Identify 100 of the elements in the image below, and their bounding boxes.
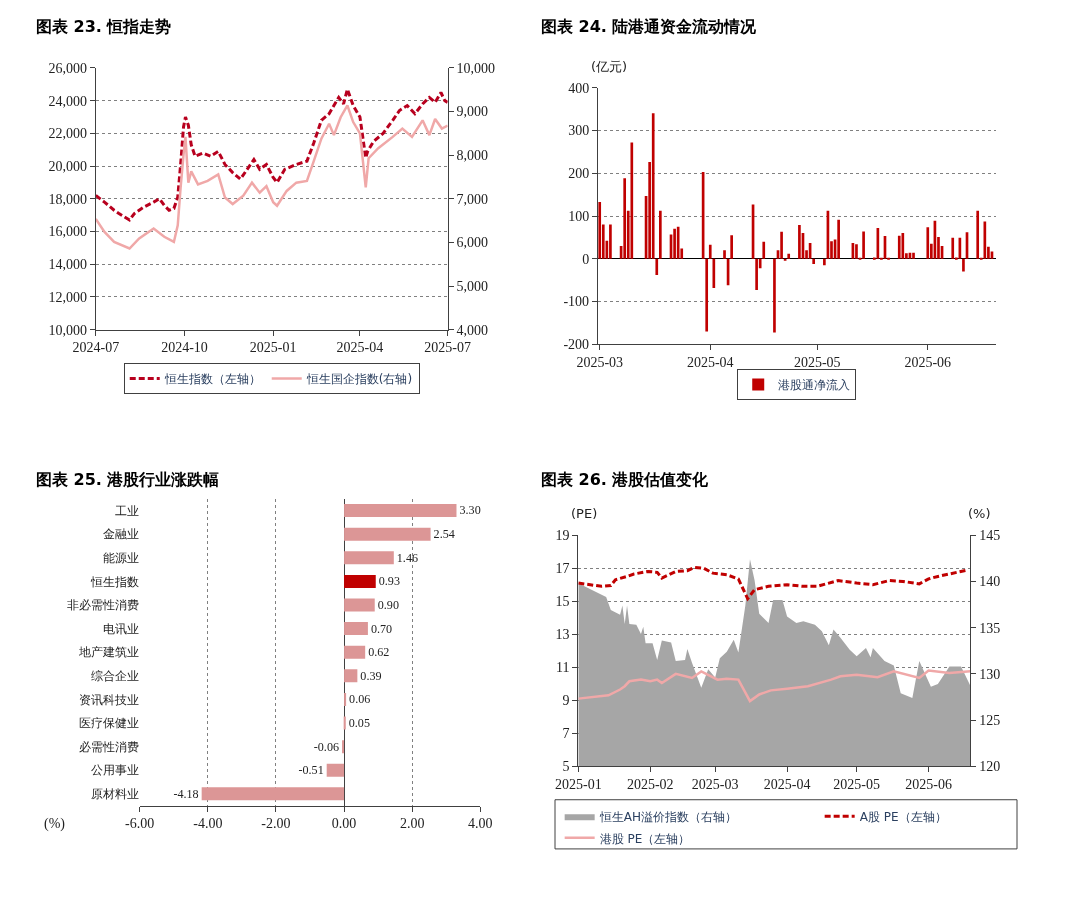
y-tick-label: 资讯科技业	[78, 692, 139, 707]
bar	[787, 253, 791, 259]
data-label: 0.05	[348, 715, 370, 730]
bar	[342, 740, 345, 754]
y-tick-label: 工业	[114, 503, 139, 518]
bar	[343, 716, 346, 730]
legend-label: 恒生AH溢价指数（右轴）	[598, 809, 737, 824]
chart-title: 图表 23. 恒指走势	[36, 17, 172, 36]
line-series	[95, 87, 448, 222]
y2-tick-label: 135	[979, 620, 1001, 636]
x-tick-label: -4.00	[193, 816, 223, 832]
y-tick-label: 16,000	[48, 224, 87, 240]
bar	[823, 258, 826, 266]
bar	[812, 258, 816, 264]
y-tick-label: 26,000	[48, 60, 87, 76]
y-tick-label: 17	[555, 561, 570, 577]
y-tick-label: 19	[555, 528, 570, 544]
x-tick-label: 2025-07	[424, 340, 472, 356]
x-tick-label: 0.00	[331, 816, 357, 832]
y-axis-title: (PE)	[571, 506, 598, 521]
bar	[798, 224, 801, 259]
x-tick-label: 2.00	[399, 816, 425, 832]
y2-tick-label: 10,000	[456, 60, 495, 76]
y-tick-label: 能源业	[102, 550, 139, 565]
x-tick-label: 2024-10	[161, 340, 208, 356]
x-axis-title: (%)	[44, 816, 66, 832]
bar	[755, 258, 758, 291]
y-tick-label: 地产建筑业	[77, 645, 139, 660]
bar	[712, 258, 716, 288]
y-tick-label: 12,000	[48, 289, 87, 305]
data-label: -0.51	[298, 763, 324, 778]
bar	[598, 201, 602, 259]
chart-title: 图表 25. 港股行业涨跌幅	[36, 470, 220, 489]
bar	[926, 227, 930, 259]
y-tick-label: 公用事业	[90, 763, 139, 778]
x-tick-label: 2025-03	[691, 777, 739, 793]
bar	[201, 787, 345, 801]
y-tick-label: 11	[556, 660, 570, 676]
bar	[837, 219, 840, 259]
data-label: 3.30	[459, 503, 481, 518]
y-tick-label: 24,000	[48, 93, 87, 109]
y2-tick-label: 130	[979, 666, 1001, 682]
bar	[344, 527, 431, 541]
x-tick-label: -6.00	[125, 816, 155, 832]
y2-tick-label: 8,000	[456, 148, 488, 164]
x-tick-label: 2025-04	[686, 355, 734, 371]
y2-tick-label: 145	[979, 528, 1001, 544]
line-series	[95, 104, 448, 250]
data-label: 0.39	[360, 668, 382, 683]
y-tick-label: 20,000	[48, 158, 87, 174]
y-tick-label: 综合企业	[90, 669, 139, 684]
data-label: -0.06	[313, 739, 340, 754]
y-tick-label: 7	[562, 726, 570, 742]
x-tick-label: 2025-05	[833, 777, 881, 793]
x-tick-label: 2025-01	[249, 340, 297, 356]
y-tick-label: 医疗保健业	[78, 716, 139, 731]
y-tick-label: 非必需性消费	[66, 598, 139, 613]
y2-tick-label: 125	[979, 712, 1001, 728]
y2-tick-label: 120	[979, 759, 1001, 775]
x-tick-label: 2025-06	[905, 777, 952, 793]
x-tick-label: 2025-02	[626, 777, 674, 793]
bar	[659, 210, 662, 259]
bar	[951, 237, 955, 259]
y-tick-label: 13	[555, 627, 570, 643]
y-tick-label: 400	[568, 80, 590, 96]
bar	[762, 241, 766, 259]
bar	[344, 645, 366, 659]
y-tick-label: 18,000	[48, 191, 87, 207]
y-tick-label: 14,000	[48, 257, 87, 273]
legend-label: 恒生指数（左轴）	[163, 372, 261, 387]
y-tick-label: 15	[555, 594, 570, 610]
y2-tick-label: 4,000	[456, 322, 488, 338]
y-tick-label: 300	[568, 123, 590, 139]
y2-axis-title: (%)	[968, 506, 991, 521]
legend-label: A股 PE（左轴）	[859, 809, 947, 824]
data-label: 0.70	[370, 621, 393, 636]
y-tick-label: 原材料业	[90, 787, 139, 802]
bar	[676, 226, 680, 259]
bar	[780, 231, 783, 259]
bar	[344, 669, 358, 683]
data-label: 0.62	[368, 645, 390, 660]
x-tick-label: 2025-03	[576, 355, 624, 371]
data-label: 0.93	[378, 574, 400, 589]
y-tick-label: -100	[563, 294, 590, 310]
bar	[609, 224, 612, 259]
x-tick-label: 2025-05	[793, 355, 841, 371]
bar	[655, 258, 659, 276]
legend-label: 港股通净流入	[778, 378, 851, 393]
bar	[912, 252, 915, 259]
bar	[705, 258, 709, 332]
chart-title: 图表 26. 港股估值变化	[541, 470, 710, 489]
y-tick-label: 0	[582, 251, 590, 267]
bar	[344, 598, 375, 612]
data-label: 0.90	[377, 597, 399, 612]
legend-label: 恒生国企指数(右轴)	[305, 372, 413, 387]
y-tick-label: 9	[562, 693, 570, 709]
y-tick-label: 5	[562, 759, 570, 775]
bar	[708, 244, 712, 259]
bar	[862, 231, 865, 259]
y-tick-label: 金融业	[102, 527, 139, 542]
